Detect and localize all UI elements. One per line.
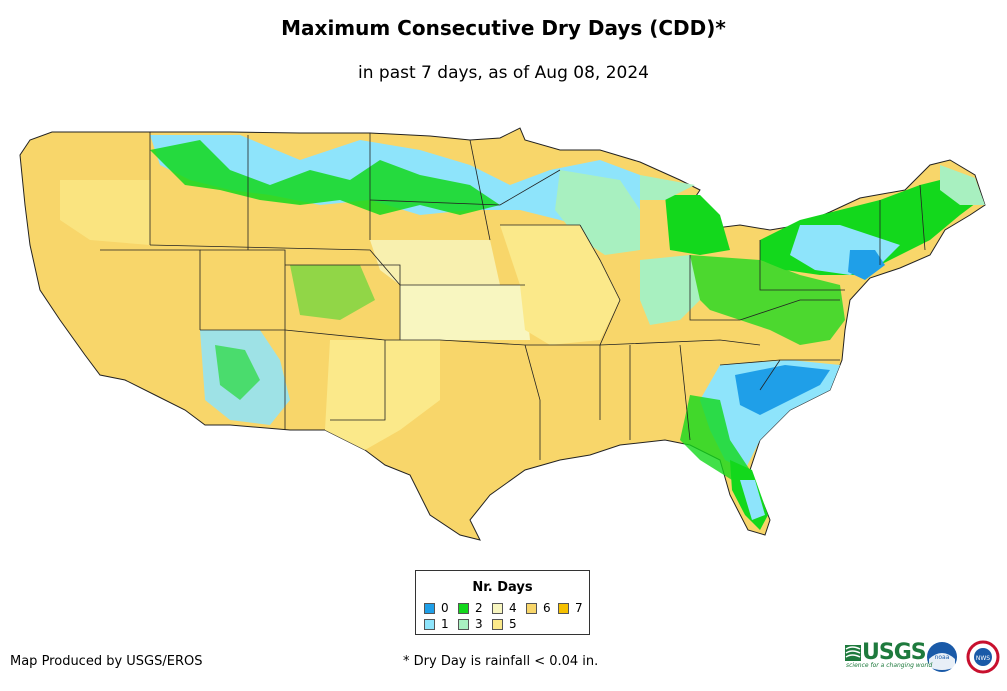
usgs-logo-icon	[845, 645, 861, 661]
legend-swatch	[492, 602, 503, 614]
footnote: * Dry Day is rainfall < 0.04 in.	[403, 654, 599, 669]
region-dry-days-3	[940, 165, 985, 205]
legend-label: 4	[509, 601, 517, 615]
noaa-logo-text: noaa	[935, 654, 950, 661]
legend-item-3: 3	[458, 617, 483, 631]
region-dry-days-0	[848, 250, 885, 280]
nws-logo-icon: NWS	[966, 640, 1000, 674]
map-subtitle: in past 7 days, as of Aug 08, 2024	[358, 63, 649, 83]
state-borders	[100, 132, 926, 460]
region-dry-days-2	[215, 345, 260, 400]
region-dry-days-4	[370, 240, 500, 285]
region-dry-days-5	[60, 180, 150, 245]
legend-swatch	[492, 618, 503, 630]
region-dry-days-2	[150, 140, 500, 215]
usgs-tagline: science for a changing world	[846, 662, 933, 669]
region-dry-days-2	[665, 195, 730, 255]
legend-item-6: 6	[526, 601, 551, 615]
region-dry-days-1	[740, 480, 765, 520]
legend-item-4: 4	[492, 601, 517, 615]
legend-label: 0	[441, 601, 449, 615]
legend-label: 1	[441, 617, 449, 631]
nws-logo-text: NWS	[976, 655, 990, 662]
legend-label: 7	[575, 601, 583, 615]
legend-swatch	[526, 602, 537, 614]
legend-swatch	[458, 602, 469, 614]
usgs-logo-text: USGS	[862, 640, 927, 665]
legend: Nr. Days 0 1 2 3 4 5 6 7	[415, 570, 590, 635]
legend-item-7: 7	[558, 601, 583, 615]
region-dry-days-2	[290, 265, 375, 320]
legend-item-5: 5	[492, 617, 517, 631]
noaa-logo-icon: noaa	[927, 642, 957, 672]
legend-swatch	[424, 618, 435, 630]
legend-item-1: 1	[424, 617, 449, 631]
legend-label: 5	[509, 617, 517, 631]
region-dry-days-2	[690, 255, 845, 345]
region-dry-days-2	[640, 175, 695, 200]
map-credit: Map Produced by USGS/EROS	[10, 654, 203, 669]
region-dry-days-0	[735, 365, 830, 415]
region-dry-days-5	[500, 225, 620, 345]
legend-item-2: 2	[458, 601, 483, 615]
legend-swatch	[424, 602, 435, 614]
region-dry-days-5	[325, 340, 440, 450]
legend-label: 3	[475, 617, 483, 631]
map-title: Maximum Consecutive Dry Days (CDD)*	[281, 16, 726, 40]
region-dry-days-3	[640, 255, 700, 325]
legend-label: 2	[475, 601, 483, 615]
legend-item-0: 0	[424, 601, 449, 615]
legend-swatch	[458, 618, 469, 630]
legend-label: 6	[543, 601, 551, 615]
legend-swatch	[558, 602, 569, 614]
legend-title: Nr. Days	[472, 580, 533, 595]
region-dry-days-4	[400, 285, 530, 340]
agency-logos: noaa NWS	[845, 640, 1000, 674]
